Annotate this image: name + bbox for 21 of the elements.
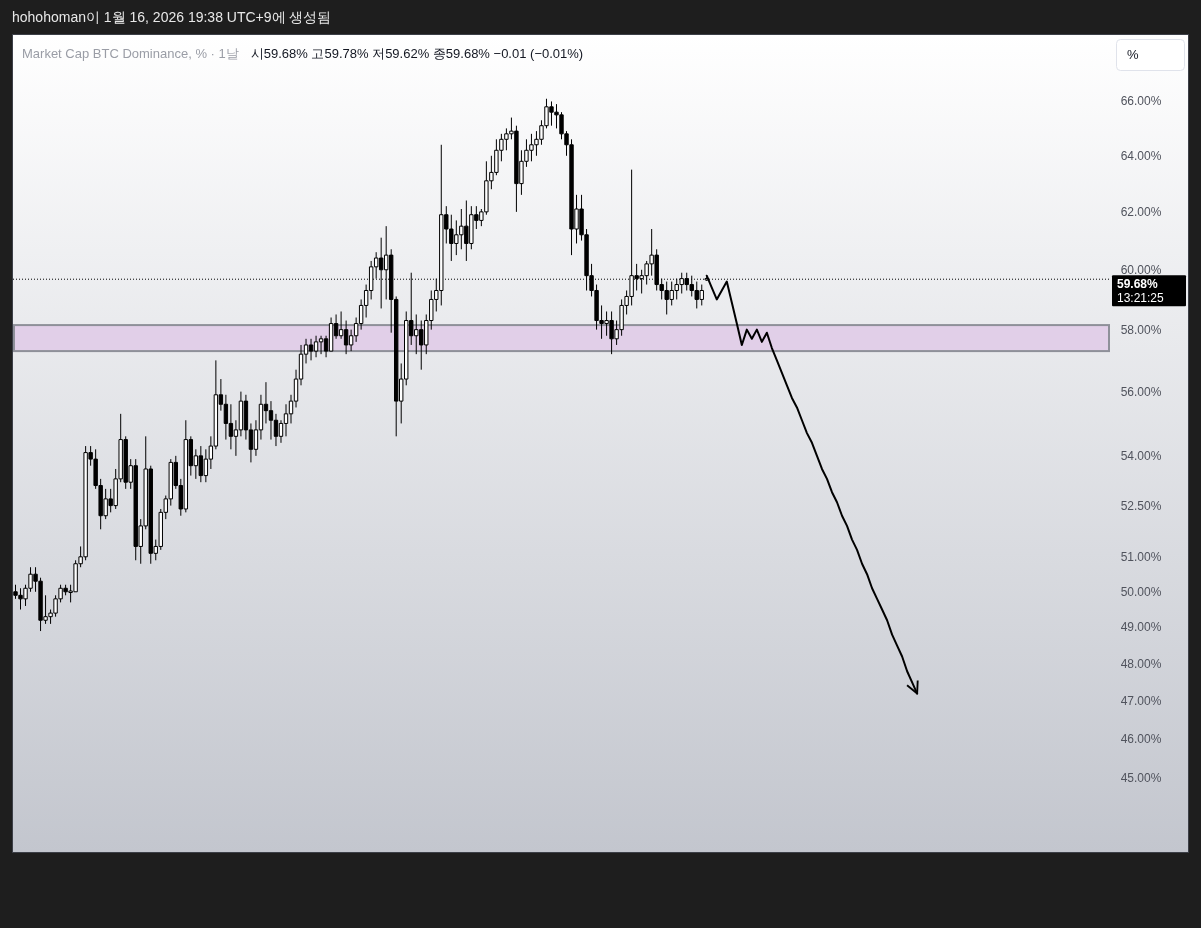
- unit-button-label: %: [1127, 47, 1139, 62]
- y-tick-label: 56.00%: [1120, 384, 1162, 399]
- y-tick-label: 45.00%: [1120, 770, 1162, 785]
- header-note: hohohoman이 1월 16, 2026 19:38 UTC+9에 생성됨: [12, 9, 332, 25]
- y-tick-label: 48.00%: [1120, 656, 1162, 671]
- y-tick-label: 47.00%: [1120, 694, 1162, 709]
- y-tick-label: 50.00%: [1120, 584, 1162, 599]
- y-tick-label: 49.00%: [1120, 620, 1162, 635]
- y-tick-label: 62.00%: [1120, 204, 1162, 219]
- countdown: 13:21:25: [1117, 291, 1164, 306]
- y-tick-label: 54.00%: [1120, 448, 1162, 463]
- title: Market Cap BTC Dominance, % · 1날: [22, 46, 239, 61]
- subtitle: 시59.68% 고59.78% 저59.62% 종59.68% −0.01 (−0.01%): [250, 46, 584, 61]
- y-tick-label: 52.50%: [1120, 498, 1162, 513]
- y-tick-label: 58.00%: [1120, 322, 1162, 337]
- y-tick-label: 51.00%: [1120, 549, 1162, 564]
- y-tick-label: 64.00%: [1120, 148, 1162, 163]
- price-label: 59.68%: [1117, 277, 1158, 292]
- y-tick-label: 60.00%: [1120, 262, 1162, 277]
- y-tick-label: 46.00%: [1120, 732, 1162, 747]
- y-tick-label: 66.00%: [1120, 94, 1162, 109]
